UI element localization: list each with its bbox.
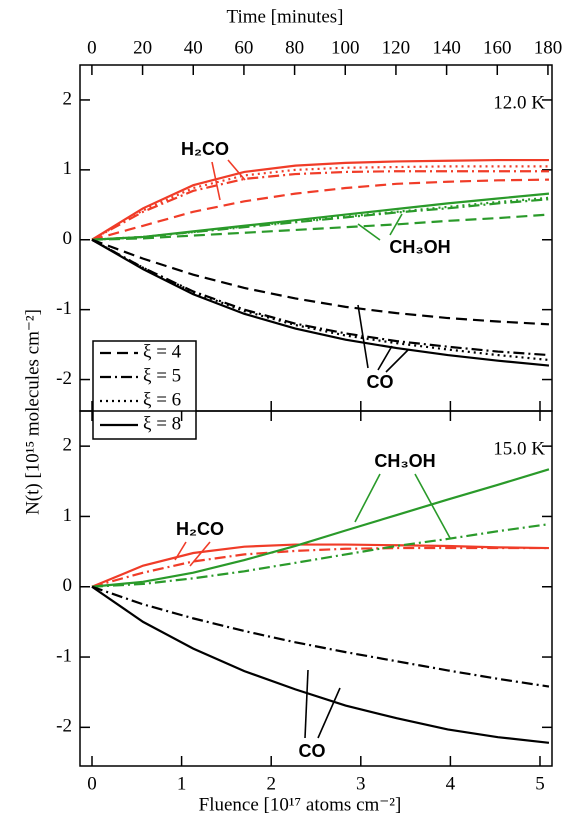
series-line xyxy=(91,238,550,362)
x2-tick-label: 120 xyxy=(382,37,411,58)
x2-tick-label: 80 xyxy=(285,37,304,58)
leader-line xyxy=(377,345,393,371)
y-tick-label: -2 xyxy=(56,368,72,389)
leader-line xyxy=(385,349,409,373)
x-tick-label: 2 xyxy=(266,773,276,794)
leader-line xyxy=(414,473,451,539)
series-line xyxy=(91,192,550,241)
x2-tick-label: 180 xyxy=(534,37,563,58)
series-line xyxy=(91,238,550,326)
y-tick-label: -2 xyxy=(56,716,72,737)
plot-frame xyxy=(79,410,553,767)
leader-line xyxy=(227,159,246,181)
leader-line xyxy=(317,687,341,739)
x-tick-label: 0 xyxy=(87,773,97,794)
y-tick-label: 0 xyxy=(63,575,73,596)
annotation: H₂CO xyxy=(176,519,224,539)
leader-line xyxy=(304,669,309,739)
annotation: CH₃OH xyxy=(374,451,435,471)
x-tick-label: 3 xyxy=(356,773,366,794)
x-tick-label: 4 xyxy=(446,773,456,794)
leader-line xyxy=(354,473,381,523)
leader-line xyxy=(211,161,221,201)
leader-line xyxy=(389,213,403,236)
annotation: CO xyxy=(299,741,326,761)
series-line xyxy=(91,213,550,241)
series-line xyxy=(91,468,550,588)
series-line xyxy=(91,546,549,588)
y-tick-label: 0 xyxy=(63,228,73,249)
x2-tick-label: 60 xyxy=(234,37,253,58)
series-line xyxy=(91,178,549,241)
series-line xyxy=(91,523,550,588)
series-line xyxy=(91,543,549,588)
series-line xyxy=(91,585,550,744)
annotation: CO xyxy=(367,372,394,392)
x-axis-title: Fluence [10¹⁷ atoms cm⁻²] xyxy=(199,794,402,815)
panel-label: 15.0 K xyxy=(493,438,545,459)
x2-tick-label: 0 xyxy=(87,37,97,58)
x2-axis-title: Time [minutes] xyxy=(227,6,344,27)
x-tick-label: 1 xyxy=(177,773,187,794)
y-tick-label: 2 xyxy=(63,435,73,456)
y-tick-label: -1 xyxy=(56,645,72,666)
x2-tick-label: 160 xyxy=(483,37,512,58)
legend-box xyxy=(92,340,197,440)
panel-label: 12.0 K xyxy=(493,92,545,113)
x2-tick-label: 100 xyxy=(331,37,360,58)
leader-line xyxy=(189,541,211,567)
series-line xyxy=(91,158,549,241)
series-line xyxy=(91,238,550,357)
legend-label: ξ = 6 xyxy=(143,389,181,410)
series-line xyxy=(91,585,550,688)
series-line xyxy=(91,238,550,367)
annotation: CH₃OH xyxy=(389,237,450,257)
series-line xyxy=(91,198,550,241)
legend-label: ξ = 5 xyxy=(143,365,181,386)
x2-tick-label: 20 xyxy=(133,37,152,58)
leader-line xyxy=(357,223,381,241)
x-tick-label: 5 xyxy=(535,773,545,794)
y-axis-title: N(t) [10¹⁵ molecules cm⁻²] xyxy=(22,309,43,515)
x2-tick-label: 140 xyxy=(432,37,461,58)
x2-tick-label: 40 xyxy=(184,37,203,58)
annotation: H₂CO xyxy=(181,139,229,159)
leader-line xyxy=(174,541,187,561)
series-line xyxy=(91,196,550,241)
legend: ξ = 4 ξ = 5 ξ = 6 ξ = 8 xyxy=(92,340,197,440)
y-tick-label: -1 xyxy=(56,298,72,319)
y-tick-label: 1 xyxy=(63,505,73,526)
leader-line xyxy=(357,304,369,369)
legend-label: ξ = 4 xyxy=(143,341,182,362)
y-tick-label: 1 xyxy=(63,158,73,179)
series-line xyxy=(91,170,549,241)
y-tick-label: 2 xyxy=(63,88,73,109)
legend-label: ξ = 8 xyxy=(143,413,181,434)
